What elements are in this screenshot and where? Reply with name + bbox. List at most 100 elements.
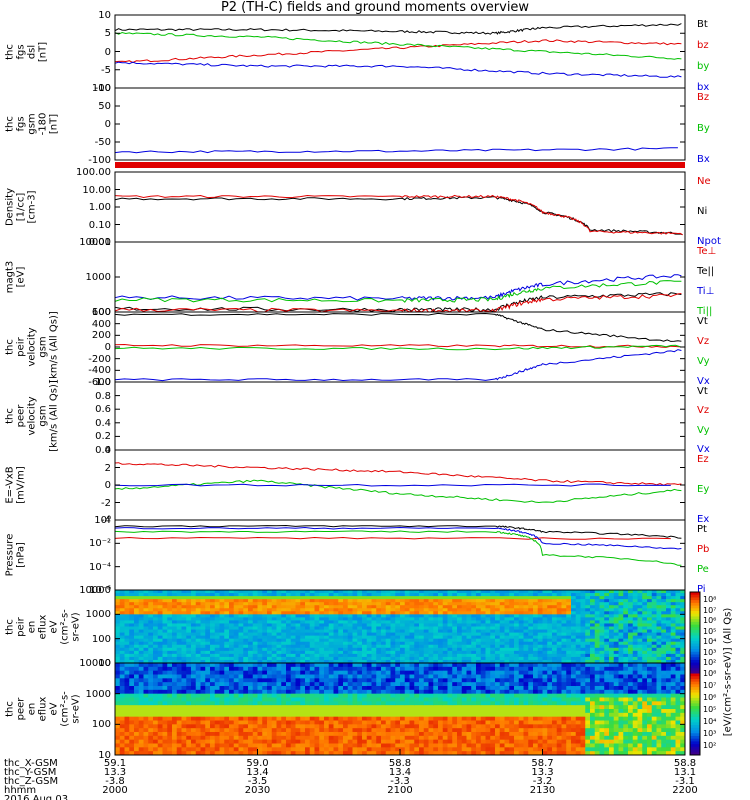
y-tick-label: -10 (94, 83, 111, 94)
spec-cell (300, 716, 306, 721)
spec-cell (366, 728, 372, 733)
spec-cell (290, 709, 296, 714)
spec-cell (542, 593, 548, 597)
spec-cell (167, 739, 173, 744)
spec-cell (124, 701, 130, 706)
spec-cell (129, 626, 135, 631)
spec-cell (333, 611, 339, 615)
spec-cell (414, 739, 420, 744)
spec-cell (243, 614, 249, 618)
spec-cell (281, 608, 287, 612)
spec-cell (466, 620, 472, 624)
spec-cell (357, 732, 363, 737)
spec-cell (452, 686, 458, 691)
spec-cell (381, 739, 387, 744)
spec-cell (404, 590, 410, 594)
spec-cell (162, 697, 168, 702)
spec-cell (423, 602, 429, 606)
spec-cell (471, 686, 477, 691)
spec-cell (395, 644, 401, 649)
spec-cell (552, 617, 558, 621)
spec-cell (466, 678, 472, 683)
spec-cell (276, 638, 282, 643)
spec-cell (167, 689, 173, 695)
spec-cell (575, 608, 581, 612)
spec-cell (224, 626, 230, 631)
spec-cell (343, 647, 349, 652)
spec-cell (138, 743, 144, 748)
spec-cell (276, 650, 282, 655)
spec-cell (381, 666, 387, 672)
spec-cell (224, 682, 230, 687)
spec-cell (172, 596, 178, 600)
spec-cell (452, 747, 458, 752)
spec-cell (143, 686, 149, 691)
spec-cell (476, 635, 482, 640)
spec-cell (395, 751, 401, 756)
spec-cell (172, 599, 178, 603)
spec-cell (585, 620, 591, 624)
spec-cell (637, 629, 643, 634)
spec-cell (542, 602, 548, 606)
spec-cell (191, 623, 197, 627)
spec-cell (594, 626, 600, 631)
spec-cell (357, 659, 363, 664)
spec-cell (167, 705, 173, 710)
spec-cell (480, 644, 486, 649)
spec-cell (385, 735, 391, 741)
spec-cell (632, 641, 638, 646)
spec-cell (157, 659, 163, 664)
spec-cell (343, 641, 349, 646)
spec-cell (338, 632, 344, 637)
spec-cell (224, 705, 230, 710)
spec-cell (528, 608, 534, 612)
spec-cell (514, 650, 520, 655)
spec-cell (480, 605, 486, 609)
spec-cell (286, 739, 292, 744)
spec-cell (447, 644, 453, 649)
spec-cell (656, 605, 662, 609)
spec-cell (219, 747, 225, 752)
spec-cell (675, 641, 681, 646)
spec-cell (281, 638, 287, 643)
spec-cell (523, 596, 529, 600)
spec-cell (618, 632, 624, 637)
spec-cell (210, 635, 216, 640)
spec-cell (447, 739, 453, 744)
spec-cell (233, 611, 239, 615)
spec-cell (514, 644, 520, 649)
spec-cell (328, 663, 334, 668)
spec-cell (495, 659, 501, 664)
spec-cell (243, 617, 249, 621)
spec-cell (143, 605, 149, 609)
spec-cell (556, 602, 562, 606)
spec-cell (262, 739, 268, 744)
spec-cell (447, 623, 453, 627)
spec-cell (115, 689, 121, 695)
spec-cell (632, 650, 638, 655)
spec-cell (338, 608, 344, 612)
spec-cell (224, 747, 230, 752)
spec-cell (490, 638, 496, 643)
spec-cell (476, 647, 482, 652)
spec-cell (362, 712, 368, 718)
spec-cell (153, 732, 159, 737)
spec-cell (191, 686, 197, 691)
spec-cell (210, 659, 216, 664)
spec-cell (338, 596, 344, 600)
spec-cell (438, 732, 444, 737)
spec-cell (129, 620, 135, 624)
spec-cell (366, 751, 372, 756)
spec-cell (409, 751, 415, 756)
spec-cell (371, 611, 377, 615)
spec-cell (404, 656, 410, 661)
spec-cell (210, 712, 216, 718)
spec-cell (338, 599, 344, 603)
spec-cell (252, 596, 258, 600)
spec-cell (376, 751, 382, 756)
spec-cell (305, 623, 311, 627)
spec-cell (442, 686, 448, 691)
spec-cell (309, 605, 315, 609)
spec-cell (324, 629, 330, 634)
spec-cell (309, 674, 315, 679)
